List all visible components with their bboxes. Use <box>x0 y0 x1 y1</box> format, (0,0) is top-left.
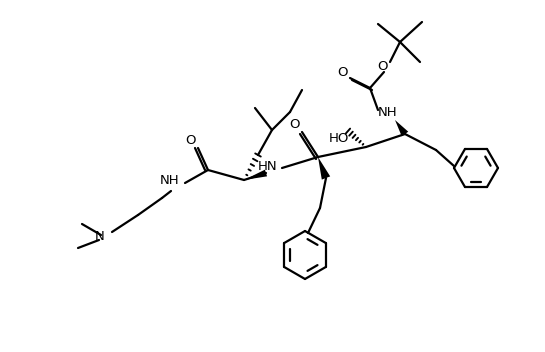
Text: O: O <box>185 133 195 146</box>
Text: O: O <box>377 61 387 74</box>
Text: HN: HN <box>258 159 278 172</box>
Polygon shape <box>395 120 408 136</box>
Text: N: N <box>95 231 105 244</box>
Text: HO: HO <box>329 132 349 145</box>
Text: NH: NH <box>378 107 398 119</box>
Text: NH: NH <box>160 175 180 188</box>
Text: O: O <box>337 67 347 80</box>
Polygon shape <box>244 170 267 180</box>
Text: O: O <box>289 118 299 131</box>
Polygon shape <box>318 157 330 180</box>
